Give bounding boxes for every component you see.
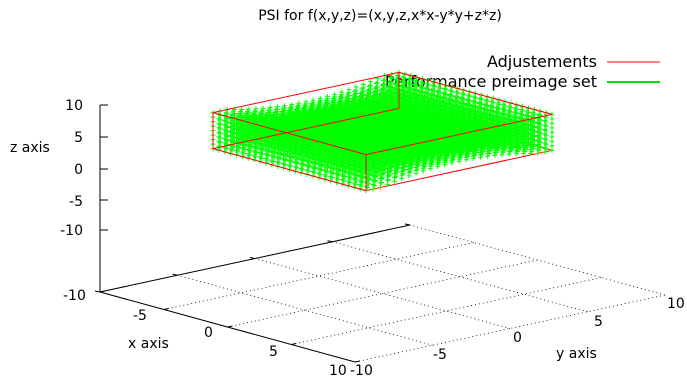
y-tick-5: 5: [594, 314, 603, 330]
preimage-point: [531, 143, 537, 149]
preimage-point-cloud: [210, 69, 555, 194]
preimage-point: [531, 129, 537, 135]
preimage-point: [543, 137, 549, 143]
legend-label-adjustements: Adjustements: [487, 52, 597, 71]
x-tick-10: 10: [329, 363, 347, 379]
x-tick-5: 5: [269, 344, 278, 360]
grid-line-y: [254, 258, 511, 329]
y-tick-10: 10: [667, 296, 685, 312]
floor-frame: [94, 223, 411, 363]
preimage-point: [543, 123, 549, 129]
preimage-point: [543, 146, 549, 152]
grid-line-x: [354, 294, 666, 363]
preimage-point: [537, 122, 543, 128]
preimage-point: [537, 117, 543, 123]
y-tick-mark: [327, 240, 333, 243]
z-tick-neg5: -5: [69, 194, 83, 210]
y-tick-mark: [94, 290, 101, 293]
z-tick-neg10: -10: [60, 223, 83, 239]
preimage-point: [531, 120, 537, 126]
x-tick-neg10: -10: [63, 288, 86, 304]
y-tick-mark: [249, 257, 256, 259]
preimage-point: [377, 185, 383, 191]
preimage-point: [531, 134, 537, 140]
preimage-point: [537, 126, 543, 132]
preimage-point: [354, 177, 360, 183]
preimage-point: [543, 141, 549, 147]
grid-line-y: [332, 241, 588, 313]
preimage-point: [549, 138, 555, 144]
preimage-point: [525, 132, 531, 138]
grid-line-x: [291, 277, 602, 345]
preimage-point: [535, 150, 541, 156]
z-tick-0: 0: [74, 162, 83, 178]
legend-label-preimage: Performance preimage set: [385, 72, 597, 91]
preimage-point: [371, 183, 377, 189]
preimage-point: [524, 144, 530, 150]
x-axis-label: x axis: [128, 336, 169, 352]
preimage-point: [549, 125, 555, 131]
preimage-point: [525, 141, 531, 147]
preimage-point: [531, 111, 537, 117]
preimage-point: [549, 116, 555, 122]
x-tick-mark: [291, 343, 297, 345]
preimage-point: [543, 128, 549, 134]
preimage-point: [549, 120, 555, 126]
y-axis-label: y axis: [556, 346, 597, 362]
grid-line-x: [227, 259, 538, 328]
legend: Adjustements Performance preimage set: [385, 52, 660, 91]
x-tick-mark: [163, 308, 169, 310]
preimage-point: [366, 181, 372, 187]
preimage-point: [549, 147, 555, 153]
preimage-point: [358, 183, 364, 189]
chart-title: PSI for f(x,y,z)=(x,y,z,x*x-y*y+z*z): [258, 8, 502, 24]
grid-line-y: [177, 274, 433, 346]
y-tick-neg5: -5: [433, 347, 447, 363]
preimage-point: [531, 125, 537, 131]
preimage-point: [525, 114, 531, 120]
z-axis-tick-marks: [100, 104, 108, 231]
x-tick-0: 0: [204, 325, 213, 341]
grid-line-y: [409, 224, 666, 296]
preimage-point: [543, 132, 549, 138]
preimage-point: [518, 142, 524, 148]
y-tick-mark: [404, 223, 411, 226]
preimage-point: [525, 127, 531, 133]
preimage-point: [549, 129, 555, 135]
preimage-point: [525, 136, 531, 142]
y-tick-neg10: -10: [350, 363, 373, 379]
preimage-point: [370, 186, 376, 192]
preimage-point: [523, 147, 529, 153]
z-axis-label: z axis: [10, 140, 50, 156]
z-tick-10: 10: [65, 98, 83, 114]
preimage-point: [543, 119, 549, 125]
preimage-point: [549, 134, 555, 140]
x-tick-mark: [354, 360, 361, 363]
x-tick-mark: [227, 325, 233, 328]
preimage-point: [347, 180, 353, 186]
x-tick-mark: [99, 290, 106, 293]
preimage-point: [542, 149, 548, 155]
preimage-point: [353, 181, 358, 187]
preimage-point: [525, 123, 531, 129]
preimage-point: [360, 179, 366, 185]
preimage-point: [549, 143, 555, 149]
preimage-point: [536, 147, 542, 153]
box-edge: [365, 149, 553, 192]
floor-grid: [99, 224, 666, 363]
preimage-point: [537, 135, 543, 141]
preimage-point: [529, 149, 535, 155]
preimage-point: [530, 146, 536, 152]
y-tick-mark: [172, 273, 178, 276]
z-tick-5: 5: [74, 130, 83, 146]
preimage-point: [537, 144, 543, 150]
preimage-point: [537, 140, 543, 146]
grid-line-x: [163, 242, 474, 310]
y-tick-0: 0: [513, 330, 522, 346]
preimage-point: [537, 131, 543, 137]
x-tick-neg5: -5: [133, 308, 147, 324]
preimage-point: [531, 138, 537, 144]
